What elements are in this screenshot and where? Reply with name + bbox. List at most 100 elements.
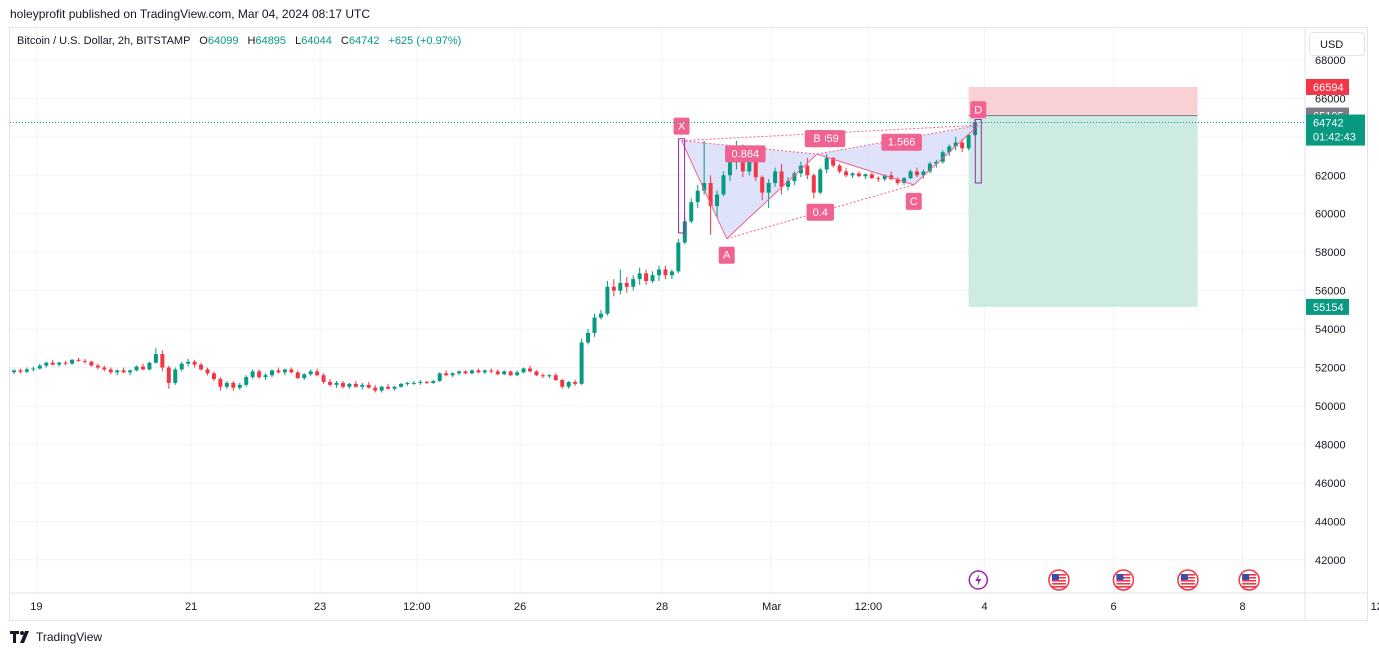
price-tag-bg — [1306, 78, 1349, 95]
candle-body — [934, 161, 939, 164]
candle-body — [953, 142, 958, 147]
pattern-label-bg — [809, 130, 826, 148]
candle-body — [856, 173, 861, 177]
ratio-label-ab: 0.864 — [725, 145, 766, 163]
pattern-point-c: C — [905, 192, 922, 210]
candle-body — [547, 375, 552, 377]
symbol-legend: Bitcoin / U.S. Dollar, 2h, BITSTAMP O640… — [17, 35, 461, 47]
candle-body — [624, 282, 629, 287]
price-tick-label: 52000 — [1315, 363, 1346, 375]
us-flag-stripe — [1180, 580, 1195, 582]
candle-body — [437, 373, 442, 381]
candle-body — [134, 366, 139, 371]
candle-body — [340, 382, 345, 387]
stop-loss-zone — [968, 86, 1198, 116]
ratio-label-bd: 1.566 — [881, 133, 922, 151]
candle-body — [321, 375, 326, 382]
pattern-label-text: C — [910, 196, 918, 208]
price-tick-label: 58000 — [1315, 247, 1346, 259]
candle-body — [573, 381, 578, 384]
candle-body — [250, 371, 255, 378]
pattern-point-x: X — [673, 117, 690, 135]
candle-body — [334, 382, 339, 385]
candle-body — [947, 146, 952, 153]
candle-body — [960, 142, 965, 149]
price-tick-label: 48000 — [1315, 439, 1346, 451]
candle-body — [515, 372, 520, 376]
published-by-text: holeyprofit published on TradingView.com… — [10, 7, 370, 21]
candle-body — [669, 271, 674, 276]
tradingview-logo-icon — [10, 631, 29, 643]
pattern-label-text: B — [813, 133, 820, 145]
candle-body — [824, 157, 829, 170]
price-axis: 42000 44000 46000 48000 50000 52000 54000 56000… — [1304, 28, 1346, 620]
pattern-marker-x — [678, 138, 686, 234]
candle-body — [257, 371, 262, 378]
candle-body — [611, 286, 616, 291]
candle-body — [199, 364, 204, 370]
candle-body — [586, 332, 591, 343]
candle-body — [528, 368, 532, 372]
candle-body — [463, 371, 468, 374]
candle-body — [121, 370, 126, 373]
us-flag-icon — [1177, 569, 1199, 591]
pattern-label-text: A — [723, 250, 731, 262]
us-flag-stripe — [1242, 583, 1257, 585]
candle-body — [31, 368, 36, 370]
candle-body — [166, 367, 171, 383]
candle-body — [915, 171, 919, 176]
candle-body — [540, 375, 545, 377]
candle-body — [644, 273, 649, 282]
candle-body — [695, 190, 700, 203]
pattern-label-bg — [970, 101, 987, 119]
candle-body — [353, 383, 358, 387]
candle-body — [102, 367, 107, 370]
currency-button[interactable]: USD — [1309, 32, 1365, 56]
time-tick-label: 4 — [981, 601, 987, 613]
candle-body — [50, 362, 55, 365]
time-tick-label: 6 — [1110, 601, 1116, 613]
change-value: +625 (+0.97%) — [388, 35, 462, 47]
symbol-title: Bitcoin / U.S. Dollar, 2h, BITSTAMP — [17, 35, 191, 47]
time-tick-label: 28 — [656, 601, 668, 613]
candle-body — [179, 363, 184, 370]
pattern-label-text: X — [678, 121, 686, 133]
candle-body — [895, 179, 900, 183]
candle-body — [302, 374, 307, 379]
candle-body — [489, 370, 494, 372]
candle-body — [837, 165, 842, 172]
us-flag-canton — [1051, 574, 1059, 580]
tradingview-logo[interactable]: TradingView — [10, 630, 102, 644]
candle-body — [366, 384, 371, 388]
candle-body — [663, 269, 668, 276]
candle-body — [231, 382, 236, 388]
candle-body — [811, 175, 816, 193]
candle-body — [57, 362, 62, 365]
candle-body — [12, 370, 16, 373]
candle-body — [631, 279, 636, 287]
us-flag-canton — [1180, 574, 1188, 580]
candle-body — [760, 177, 765, 193]
candle-body — [708, 182, 713, 207]
candle-body — [579, 342, 584, 384]
candle-body — [657, 269, 661, 276]
time-tick-label: 21 — [185, 601, 197, 613]
footer-brand: TradingView — [36, 630, 103, 644]
candle-body — [82, 360, 87, 362]
pattern-label-bg — [718, 246, 735, 264]
pattern-leg-cd — [913, 124, 979, 186]
candle-body — [850, 173, 855, 176]
candle-body — [876, 178, 881, 180]
candle-body — [95, 365, 100, 368]
candle-body — [689, 202, 694, 222]
price-tag-text: 66594 — [1313, 82, 1344, 94]
price-tags: 6659465105551546474201:42:43 — [1306, 78, 1365, 315]
low-label: L — [295, 35, 302, 47]
time-tick-label: 12:00 — [1371, 601, 1379, 613]
pattern-label-bg — [806, 203, 834, 221]
price-tag-bg — [1306, 298, 1349, 315]
us-flag-icon — [1112, 569, 1135, 591]
candle-body — [702, 182, 707, 191]
